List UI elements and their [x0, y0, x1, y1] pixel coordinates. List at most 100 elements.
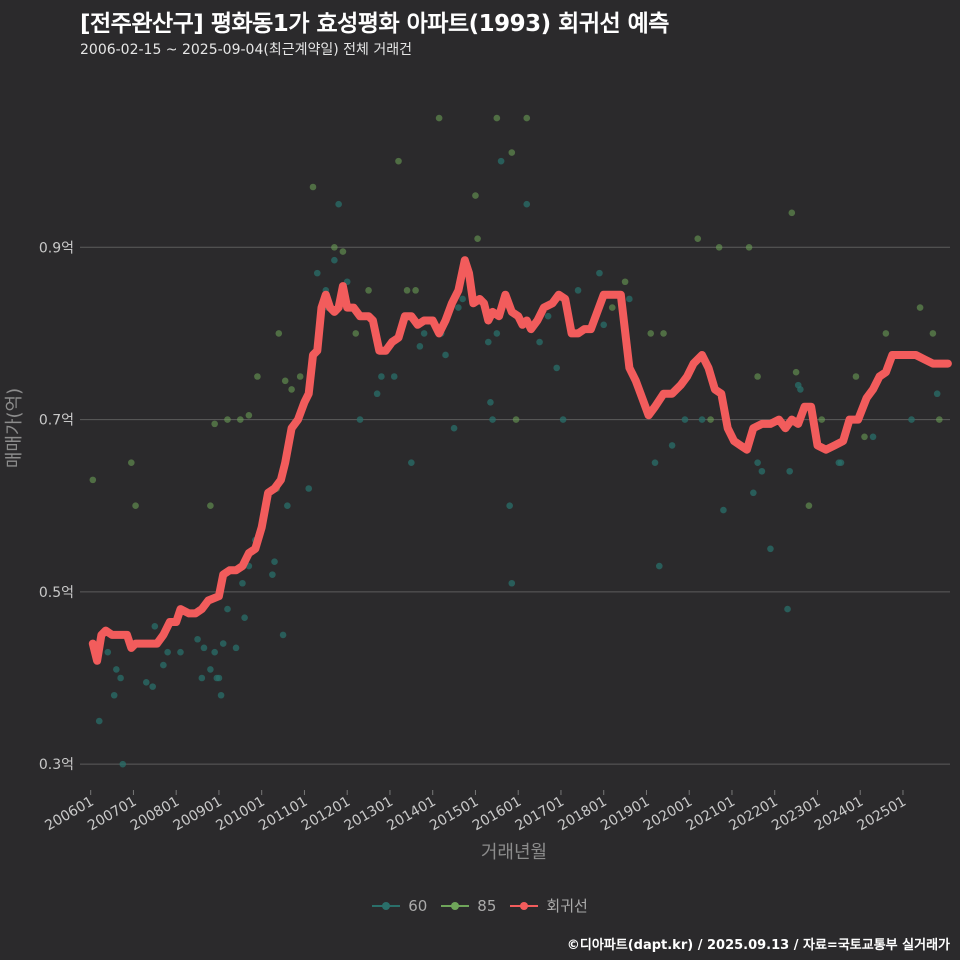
scatter-point-85	[929, 330, 937, 337]
scatter-point-60	[271, 558, 278, 566]
y-axis-title: 매매가(억)	[4, 388, 25, 468]
scatter-point-60	[305, 485, 313, 492]
scatter-point-85	[281, 377, 289, 385]
scatter-point-60	[493, 330, 501, 337]
scatter-point-60	[416, 343, 424, 350]
scatter-point-85	[861, 433, 868, 441]
scatter-point-85	[745, 243, 753, 251]
scatter-point-60	[331, 256, 338, 264]
scatter-point-85	[805, 502, 813, 510]
scatter-point-85	[275, 330, 283, 337]
scatter-point-60	[119, 760, 127, 768]
scatter-point-60	[200, 644, 208, 652]
scatter-point-60	[269, 571, 276, 578]
scatter-point-85	[608, 304, 616, 311]
scatter-point-60	[784, 605, 791, 613]
scatter-point-85	[493, 114, 501, 122]
scatter-point-60	[651, 459, 659, 466]
scatter-point-60	[420, 330, 428, 337]
scatter-point-85	[936, 416, 943, 423]
scatter-point-85	[296, 373, 304, 380]
scatter-point-60	[489, 416, 496, 423]
scatter-point-60	[869, 433, 877, 441]
scatter-point-60	[574, 287, 582, 294]
scatter-point-85	[882, 330, 890, 337]
legend-label-85: 85	[477, 896, 497, 915]
scatter-point-60	[164, 648, 171, 656]
scatter-point-60	[207, 666, 214, 673]
scatter-point-85	[472, 192, 479, 199]
legend-key-60-icon	[372, 899, 401, 913]
legend-item-regression: 회귀선	[510, 895, 588, 916]
scatter-point-85	[852, 373, 860, 380]
scatter-point-85	[788, 209, 796, 217]
scatter-point-85	[435, 114, 443, 122]
scatter-point-60	[198, 674, 206, 682]
scatter-point-85	[288, 386, 295, 393]
scatter-point-85	[309, 183, 317, 191]
scatter-point-60	[600, 321, 608, 329]
scatter-point-60	[239, 579, 246, 587]
x-tick-label: 202501	[855, 794, 909, 835]
scatter-point-85	[331, 243, 338, 251]
scatter-point-60	[279, 631, 287, 639]
scatter-point-85	[707, 416, 714, 423]
scatter-point-85	[621, 278, 629, 286]
x-axis-title: 거래년월	[481, 842, 547, 863]
scatter-point-60	[110, 691, 118, 699]
scatter-point-60	[698, 416, 706, 423]
scatter-point-60	[908, 416, 915, 423]
scatter-point-85	[916, 304, 924, 311]
scatter-point-60	[335, 200, 342, 208]
chart-title: [전주완산구] 평화동1가 효성평화 아파트(1993) 회귀선 예측	[80, 11, 669, 37]
scatter-point-60	[837, 459, 845, 466]
scatter-point-85	[132, 502, 139, 510]
scatter-point-85	[792, 368, 800, 376]
scatter-point-60	[104, 648, 112, 656]
scatter-point-60	[177, 648, 184, 656]
scatter-point-85	[207, 502, 214, 510]
scatter-point-85	[474, 235, 481, 242]
scatter-point-85	[715, 243, 723, 251]
y-tick-label: 0.9억	[39, 240, 74, 256]
scatter-point-85	[245, 411, 253, 419]
scatter-point-85	[365, 287, 372, 294]
scatter-point-60	[506, 502, 513, 510]
scatter-point-60	[151, 623, 159, 630]
scatter-point-60	[797, 386, 804, 393]
scatter-point-60	[750, 489, 757, 497]
scatter-point-85	[237, 416, 244, 423]
scatter-point-60	[211, 648, 218, 656]
scatter-point-60	[241, 614, 248, 622]
scatter-point-85	[211, 420, 218, 428]
scatter-point-60	[786, 467, 793, 475]
scatter-point-85	[352, 330, 360, 337]
scatter-point-60	[487, 399, 494, 406]
scatter-point-60	[95, 717, 103, 725]
scatter-point-60	[313, 269, 321, 277]
legend-item-60: 60	[372, 895, 427, 916]
scatter-point-60	[378, 373, 385, 380]
regression-line	[88, 256, 952, 665]
scatter-point-60	[681, 416, 689, 423]
y-tick-label: 0.3억	[39, 757, 74, 773]
scatter-point-60	[142, 679, 150, 686]
scatter-point-85	[512, 416, 520, 423]
scatter-point-60	[484, 338, 492, 346]
scatter-point-60	[373, 390, 381, 398]
scatter-point-60	[754, 459, 761, 466]
scatter-point-85	[412, 287, 419, 294]
scatter-point-60	[655, 562, 663, 570]
scatter-point-60	[758, 467, 766, 475]
scatter-point-60	[536, 338, 543, 346]
scatter-point-85	[647, 330, 655, 337]
scatter-point-60	[553, 364, 560, 372]
scatter-point-60	[219, 640, 227, 647]
scatter-point-85	[523, 114, 531, 122]
legend-label-60: 60	[408, 896, 428, 915]
scatter-point-85	[660, 330, 667, 337]
scatter-point-60	[455, 304, 462, 311]
legend-label-regression: 회귀선	[546, 897, 588, 915]
y-tick-label: 0.5억	[39, 585, 74, 601]
